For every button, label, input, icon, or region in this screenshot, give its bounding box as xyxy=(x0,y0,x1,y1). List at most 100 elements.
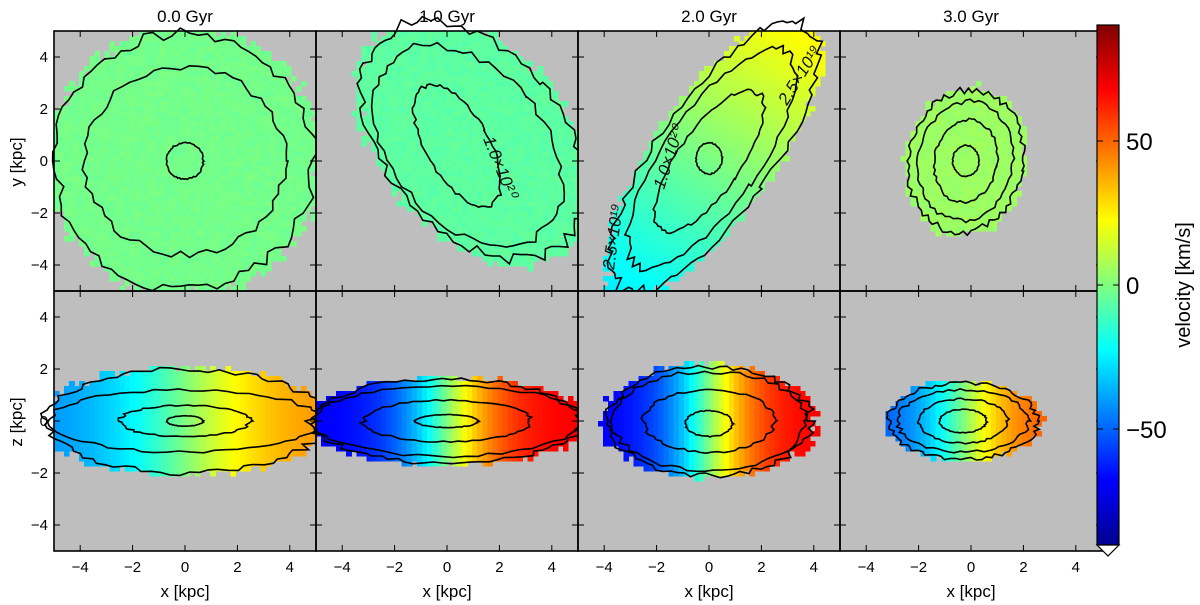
velocity-cell xyxy=(139,146,146,152)
velocity-cell xyxy=(230,201,236,207)
velocity-cell xyxy=(139,231,146,237)
velocity-cell xyxy=(779,41,786,47)
velocity-cell xyxy=(270,226,277,232)
velocity-cell xyxy=(64,141,70,147)
velocity-cell xyxy=(179,266,186,272)
velocity-cell xyxy=(552,126,559,132)
velocity-cell xyxy=(784,51,791,57)
velocity-cell xyxy=(719,66,725,72)
velocity-cell xyxy=(285,201,292,207)
velocity-cell xyxy=(149,156,156,162)
velocity-cell xyxy=(416,146,423,152)
velocity-cell xyxy=(734,106,740,112)
velocity-cell xyxy=(749,36,755,42)
velocity-cell xyxy=(230,286,236,292)
velocity-cell xyxy=(89,141,95,147)
velocity-cell xyxy=(703,241,710,247)
velocity-cell xyxy=(144,41,151,47)
velocity-cell xyxy=(215,121,221,127)
velocity-cell xyxy=(300,81,307,87)
velocity-cell xyxy=(683,266,690,272)
velocity-cell xyxy=(159,86,166,92)
velocity-cell xyxy=(195,241,201,247)
velocity-cell xyxy=(94,156,100,162)
velocity-cell xyxy=(134,46,141,52)
velocity-cell xyxy=(174,51,181,57)
velocity-cell xyxy=(200,171,206,177)
velocity-cell xyxy=(477,81,483,87)
velocity-cell xyxy=(159,256,166,262)
velocity-cell xyxy=(522,176,529,182)
velocity-cell xyxy=(74,161,80,167)
velocity-cell xyxy=(472,126,478,132)
velocity-cell xyxy=(220,211,226,217)
velocity-cell xyxy=(295,201,302,207)
velocity-cell xyxy=(64,106,70,112)
velocity-cell xyxy=(225,211,231,217)
velocity-cell xyxy=(744,141,750,147)
velocity-cell xyxy=(532,71,539,77)
velocity-cell xyxy=(124,191,131,197)
velocity-cell xyxy=(487,236,493,242)
velocity-cell xyxy=(774,36,781,42)
velocity-cell xyxy=(265,186,272,192)
velocity-cell xyxy=(502,136,509,142)
velocity-cell xyxy=(683,256,690,262)
velocity-cell xyxy=(401,171,408,177)
velocity-cell xyxy=(169,206,176,212)
velocity-cell xyxy=(139,161,146,167)
velocity-cell xyxy=(159,271,166,277)
velocity-cell xyxy=(724,81,730,87)
velocity-cell xyxy=(149,226,156,232)
velocity-cell xyxy=(386,96,393,102)
velocity-cell xyxy=(185,276,191,282)
velocity-cell xyxy=(447,201,453,207)
velocity-cell xyxy=(709,156,715,162)
velocity-cell xyxy=(426,216,433,222)
velocity-cell xyxy=(522,241,529,247)
velocity-cell xyxy=(295,151,302,157)
velocity-cell xyxy=(673,201,680,207)
velocity-cell xyxy=(562,146,569,152)
velocity-cell xyxy=(159,131,166,137)
velocity-cell xyxy=(84,116,90,122)
velocity-cell xyxy=(426,76,433,82)
velocity-cell xyxy=(104,126,111,132)
velocity-cell xyxy=(376,146,383,152)
velocity-cell xyxy=(240,286,247,292)
velocity-cell xyxy=(195,201,201,207)
velocity-cell xyxy=(185,86,191,92)
velocity-cell xyxy=(452,236,458,242)
velocity-cell xyxy=(401,41,408,47)
velocity-cell xyxy=(638,171,645,177)
velocity-cell xyxy=(270,181,277,187)
velocity-cell xyxy=(557,251,564,257)
velocity-cell xyxy=(134,76,141,82)
velocity-cell xyxy=(89,181,95,187)
velocity-cell xyxy=(754,141,760,147)
velocity-cell xyxy=(195,106,201,112)
velocity-cell xyxy=(200,126,206,132)
velocity-cell xyxy=(416,156,423,162)
velocity-cell xyxy=(84,211,90,217)
velocity-cell xyxy=(562,251,569,257)
velocity-cell xyxy=(185,116,191,122)
velocity-cell xyxy=(265,166,272,172)
velocity-cell xyxy=(477,156,483,162)
velocity-cell xyxy=(265,156,272,162)
velocity-cell xyxy=(210,91,216,97)
velocity-cell xyxy=(149,211,156,217)
velocity-cell xyxy=(290,76,297,82)
velocity-cell xyxy=(754,86,760,92)
velocity-cell xyxy=(285,226,292,232)
velocity-cell xyxy=(668,226,675,232)
velocity-cell xyxy=(658,196,665,202)
velocity-cell xyxy=(668,246,675,252)
velocity-cell xyxy=(235,126,242,132)
velocity-cell xyxy=(74,111,80,117)
velocity-cell xyxy=(693,226,700,232)
velocity-cell xyxy=(744,126,750,132)
velocity-cell xyxy=(648,236,655,242)
velocity-cell xyxy=(431,126,438,132)
velocity-cell xyxy=(220,151,226,157)
